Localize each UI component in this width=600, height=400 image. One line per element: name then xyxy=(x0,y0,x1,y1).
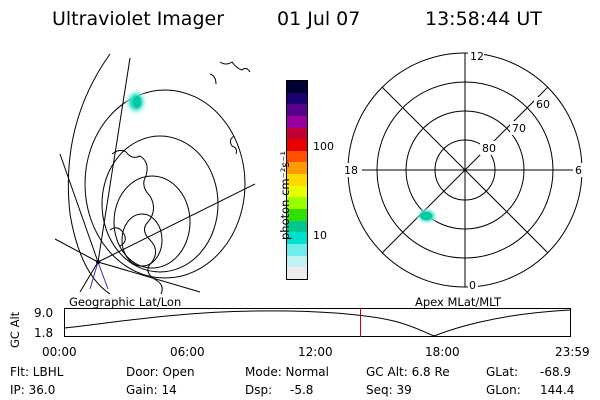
glon-label: GLon: xyxy=(486,383,521,397)
colorbar-swatch xyxy=(287,139,307,151)
mlat-label-80: 80 xyxy=(482,142,496,155)
lon-line xyxy=(59,153,99,263)
time-tick-2: 12:00 xyxy=(298,345,333,359)
colorbar-label: photon cm⁻²s⁻¹ xyxy=(278,151,292,240)
lat-circle xyxy=(113,175,191,269)
colorbar-swatch xyxy=(287,232,307,244)
mlt-label-12: 12 xyxy=(470,50,484,63)
dsp-label: Dsp: xyxy=(245,383,273,397)
mode-info: Mode: Normal xyxy=(245,365,329,379)
ip-info: IP: 36.0 xyxy=(10,383,56,397)
colorbar-swatch xyxy=(287,209,307,221)
colorbar-swatch xyxy=(287,243,307,256)
seq-info: Seq: 39 xyxy=(366,383,412,397)
mlat-label-60: 60 xyxy=(536,98,550,111)
altitude-tick-max: 9.0 xyxy=(34,306,54,320)
door-info: Door: Open xyxy=(126,365,195,379)
orbit-altitude-plot xyxy=(64,308,571,337)
glat-label: GLat: xyxy=(486,365,519,379)
gain-info: Gain: 14 xyxy=(126,383,177,397)
apex-polar-dial: 12 18 6 0 60 70 80 xyxy=(342,49,585,292)
glat-value: -68.9 xyxy=(540,365,572,379)
colorbar-swatch xyxy=(287,174,307,186)
filter-info: Flt: LBHL xyxy=(10,365,64,379)
intensity-colorbar xyxy=(286,80,308,280)
date-label: 01 Jul 07 xyxy=(277,8,361,30)
mlt-label-18: 18 xyxy=(344,164,358,177)
altitude-curve xyxy=(64,309,571,337)
dsp-value: -5.8 xyxy=(290,383,314,397)
coastline xyxy=(209,73,217,85)
colorbar-swatch xyxy=(287,115,307,128)
colorbar-swatch xyxy=(287,255,307,268)
gc-alt-info: GC Alt: 6.8 Re xyxy=(366,365,450,379)
geographic-map xyxy=(54,53,256,294)
mlt-label-0: 0 xyxy=(469,279,476,292)
outer-limb xyxy=(67,53,111,294)
colorbar-swatch xyxy=(287,104,307,116)
instrument-title: Ultraviolet Imager xyxy=(52,8,225,30)
view-line xyxy=(89,261,99,290)
time-tick-1: 06:00 xyxy=(170,345,205,359)
altitude-axis-label: GC Alt xyxy=(8,311,22,348)
altitude-tick-min: 1.8 xyxy=(34,326,54,340)
lat-circle xyxy=(84,89,246,279)
lon-line xyxy=(97,183,256,263)
aurora-emission-core xyxy=(133,96,141,108)
colorbar-swatch xyxy=(287,197,307,210)
colorbar-swatch xyxy=(287,150,307,163)
colorbar-swatch xyxy=(287,185,307,198)
colorbar-swatch xyxy=(287,220,307,233)
colorbar-tick-10: 10 xyxy=(313,229,327,242)
aurora-emission-core xyxy=(420,212,432,220)
lon-line xyxy=(54,238,99,263)
lon-line xyxy=(97,261,201,293)
colorbar-swatch xyxy=(287,267,307,279)
mlt-label-6: 6 xyxy=(575,164,582,177)
lat-circle xyxy=(101,135,219,273)
colorbar-swatch xyxy=(287,92,307,105)
coastline xyxy=(111,149,163,294)
colorbar-tick-100: 100 xyxy=(313,140,334,153)
geographic-panel-label: Geographic Lat/Lon xyxy=(69,295,182,309)
colorbar-swatch xyxy=(287,81,307,93)
time-label: 13:58:44 UT xyxy=(425,8,542,30)
coastline xyxy=(109,227,126,247)
view-line xyxy=(97,261,109,290)
lon-line xyxy=(79,261,99,293)
glon-value: 144.4 xyxy=(540,383,575,397)
mlt-diagonal xyxy=(381,86,549,254)
mlat-label-70: 70 xyxy=(512,122,526,135)
time-tick-0: 00:00 xyxy=(42,345,77,359)
plot-frame xyxy=(64,308,571,337)
lon-line xyxy=(97,57,131,263)
coastline xyxy=(219,61,251,73)
colorbar-swatch xyxy=(287,162,307,175)
apex-panel-label: Apex MLat/MLT xyxy=(415,295,502,309)
time-tick-3: 18:00 xyxy=(425,345,460,359)
lat-circle xyxy=(121,213,163,267)
pole-marker xyxy=(96,260,100,264)
colorbar-swatch xyxy=(287,127,307,140)
coastline xyxy=(229,135,237,155)
time-tick-4: 23:59 xyxy=(555,345,590,359)
